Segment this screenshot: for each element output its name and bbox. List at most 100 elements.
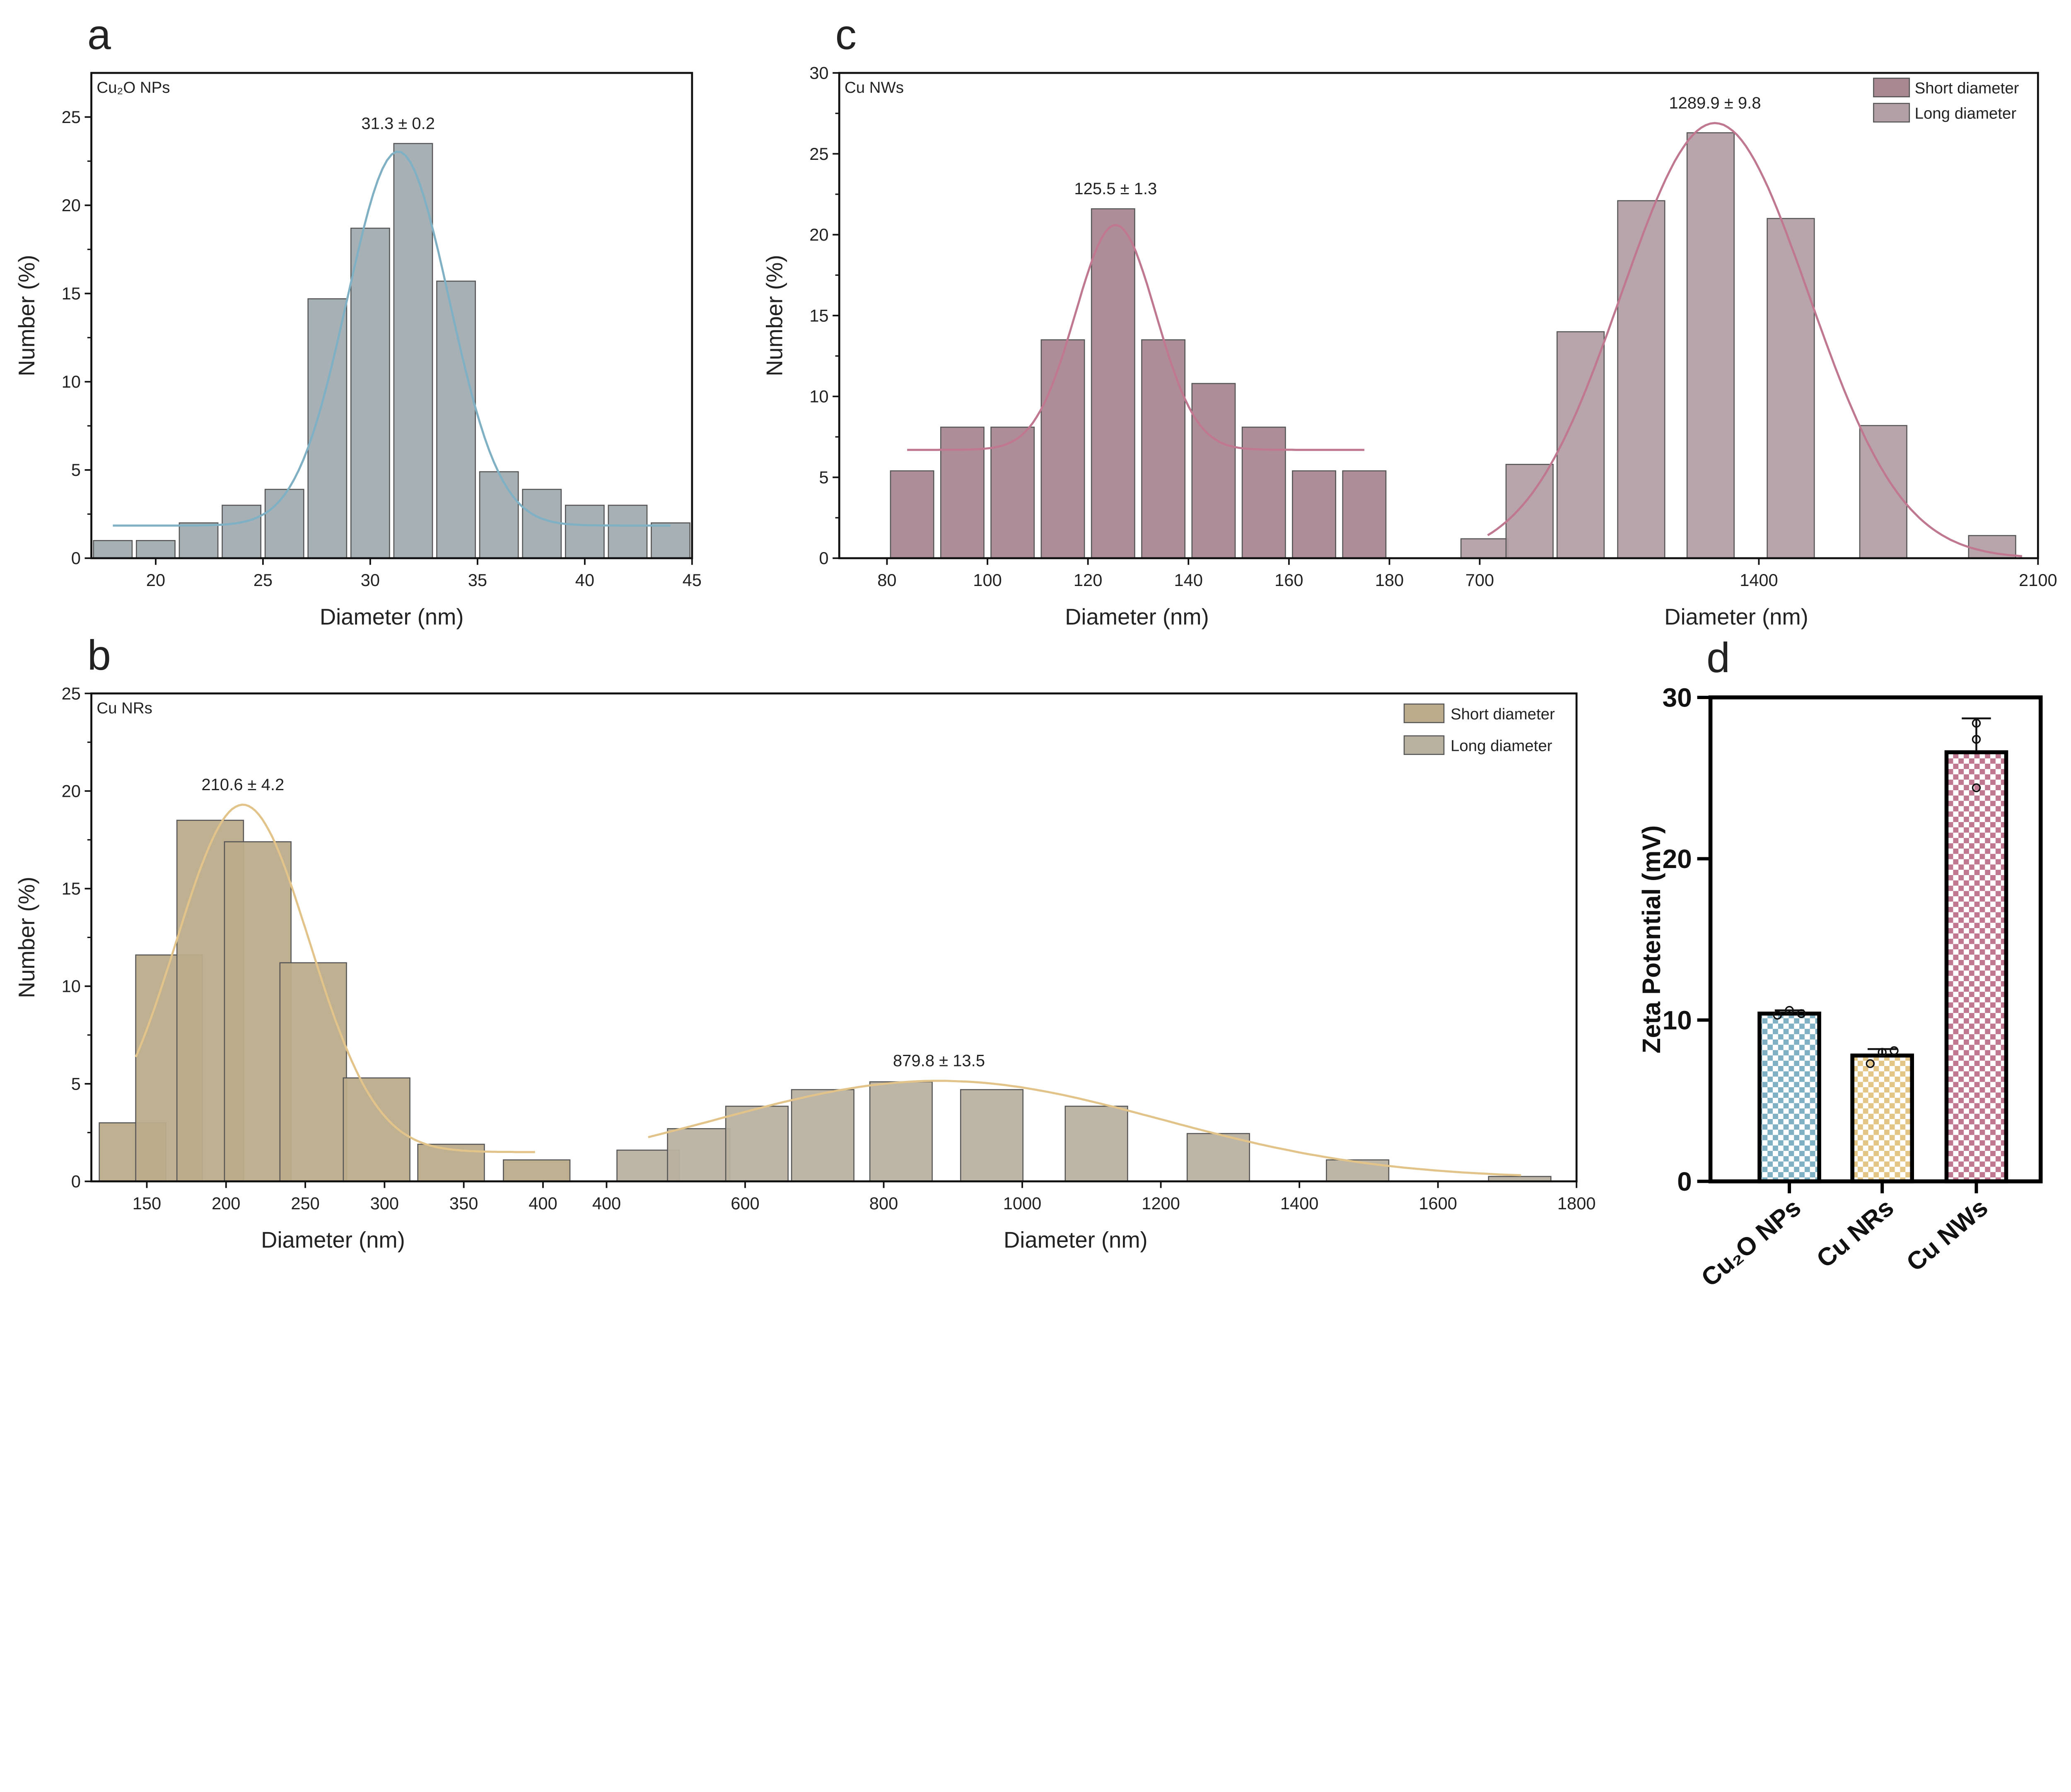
histogram-bar	[350, 227, 390, 559]
inset-title-bg	[94, 696, 184, 719]
x-tick-label: 1000	[1003, 1194, 1042, 1213]
y-tick-label: 0	[71, 548, 81, 568]
histogram-bar	[1767, 218, 1815, 559]
histogram-bar	[179, 522, 219, 559]
panel-d: d Cu₂O NPs Cu NRs Cu NWs 0 10 20 30 Zeta Potenti…	[1637, 634, 2043, 1292]
histogram-bar	[1191, 383, 1236, 559]
histogram-bar	[436, 280, 476, 559]
plot-frame	[90, 72, 693, 560]
y-tick-label: 5	[71, 460, 81, 480]
legend-label: Short diameter	[1915, 80, 2019, 97]
gaussian-fit-curve	[113, 150, 671, 527]
fit-mean-label: 125.5 ± 1.3	[1074, 180, 1157, 198]
histogram-bar	[1064, 1105, 1128, 1182]
y-tick-label: 10	[809, 387, 828, 406]
y-tick-label: 5	[71, 1074, 81, 1093]
histogram-bar	[1686, 132, 1735, 559]
histogram-bar	[1091, 208, 1135, 559]
x-tick-label: 300	[370, 1194, 399, 1213]
x-axis-title: Diameter (nm)	[1004, 1228, 1148, 1253]
histogram-bar	[1859, 425, 1907, 559]
y-tick-label: 10	[62, 977, 81, 996]
histogram-bar	[667, 1128, 731, 1182]
y-tick-label: 15	[62, 879, 81, 898]
fit-mean-label: 879.8 ± 13.5	[893, 1052, 985, 1070]
replicate-point	[1972, 719, 1981, 728]
x-category-label: Cu NWs	[1901, 1193, 1993, 1277]
y-axis-title: Number (%)	[14, 255, 39, 376]
x-tick-label: 400	[529, 1194, 557, 1213]
x-axis-title: Diameter (nm)	[261, 1228, 405, 1253]
histogram-bar	[990, 427, 1035, 559]
x-tick-label: 200	[212, 1194, 240, 1213]
gaussian-fit-curve	[907, 224, 1364, 451]
histogram-bar	[890, 470, 934, 559]
x-tick-label: 400	[592, 1194, 621, 1213]
histogram-bar	[1556, 331, 1605, 559]
y-tick-label: 15	[809, 306, 828, 325]
histogram-bar	[222, 504, 261, 559]
y-tick-label: 30	[1663, 683, 1692, 712]
x-tick-label: 1400	[1280, 1194, 1319, 1213]
histogram-bar	[522, 489, 562, 559]
y-tick-label: 25	[62, 684, 81, 703]
zeta-bar	[1757, 1011, 1821, 1184]
histogram-bar	[279, 962, 347, 1182]
series-long-diameter	[1460, 132, 2016, 559]
legend-label: Long diameter	[1915, 105, 2017, 123]
histogram-bar	[479, 471, 519, 559]
histogram-bar	[1186, 1133, 1250, 1182]
x-tick-label: 30	[361, 570, 380, 590]
replicate-point	[1773, 1011, 1782, 1020]
histogram-bar	[93, 540, 133, 559]
y-tick-label: 25	[809, 144, 828, 164]
replicate-point	[1797, 1009, 1806, 1018]
y-tick-label: 10	[1663, 1005, 1692, 1035]
zeta-bar	[1850, 1053, 1914, 1184]
inset-sample-label: Cu NRs	[97, 699, 152, 717]
histogram-bar	[503, 1159, 571, 1182]
histogram-bar	[791, 1089, 854, 1182]
panel-b: b 210.6 ± 4.2 879.8 ± 13.5 0 5 10 15 20 25 Number…	[14, 631, 1596, 1253]
y-axis-title: Number (%)	[762, 255, 787, 376]
x-tick-label: 700	[1465, 570, 1494, 590]
y-tick-label: 15	[62, 284, 81, 303]
histogram-bar	[393, 143, 433, 559]
histogram-bar	[651, 522, 690, 559]
legend-swatch	[1873, 103, 1910, 123]
panel-label: a	[87, 10, 111, 58]
bar-group	[1850, 1046, 1914, 1184]
panel-label: b	[87, 631, 111, 679]
x-category-label: Cu₂O NPs	[1696, 1193, 1806, 1292]
histogram-bar	[1241, 427, 1286, 559]
x-tick-label: 35	[468, 570, 487, 590]
figure: a 31.3 ± 0.2 0 5 10 15 20 25 Number (%) 20 25 30 35 4…	[14, 10, 2057, 1292]
histogram-bar	[940, 427, 985, 559]
replicate-point	[1890, 1046, 1899, 1055]
y-tick-label: 10	[62, 372, 81, 391]
histogram-bar	[960, 1089, 1024, 1182]
x-tick-label: 350	[449, 1194, 478, 1213]
histogram-bar	[565, 504, 605, 559]
y-tick-label: 0	[71, 1172, 81, 1191]
y-tick-label: 5	[819, 468, 828, 487]
series-long-diameter	[616, 1081, 1552, 1182]
x-tick-label: 800	[869, 1194, 898, 1213]
inset-sample-label: Cu NWs	[845, 79, 904, 96]
histogram-bar	[1460, 538, 1509, 559]
x-tick-label: 180	[1375, 570, 1404, 590]
legend-swatch	[1873, 77, 1910, 97]
y-tick-label: 25	[62, 107, 81, 127]
x-tick-label: 45	[683, 570, 702, 590]
y-tick-label: 20	[62, 195, 81, 215]
x-tick-label: 2100	[2019, 570, 2057, 590]
panel-a: a 31.3 ± 0.2 0 5 10 15 20 25 Number (%) 20 25 30 35 4…	[14, 10, 702, 629]
y-tick-label: 20	[809, 225, 828, 244]
histogram-bar	[1040, 339, 1085, 559]
panel-c: c 125.5 ± 1.3 1289.9 ± 9.8 0 5 10 15 20 25 30 Numb…	[762, 10, 2057, 629]
y-axis-title: Number (%)	[14, 877, 39, 998]
y-tick-label: 20	[1663, 844, 1692, 874]
x-tick-label: 1600	[1419, 1194, 1457, 1213]
y-tick-label: 30	[809, 63, 828, 82]
histogram-bar	[1342, 470, 1387, 559]
